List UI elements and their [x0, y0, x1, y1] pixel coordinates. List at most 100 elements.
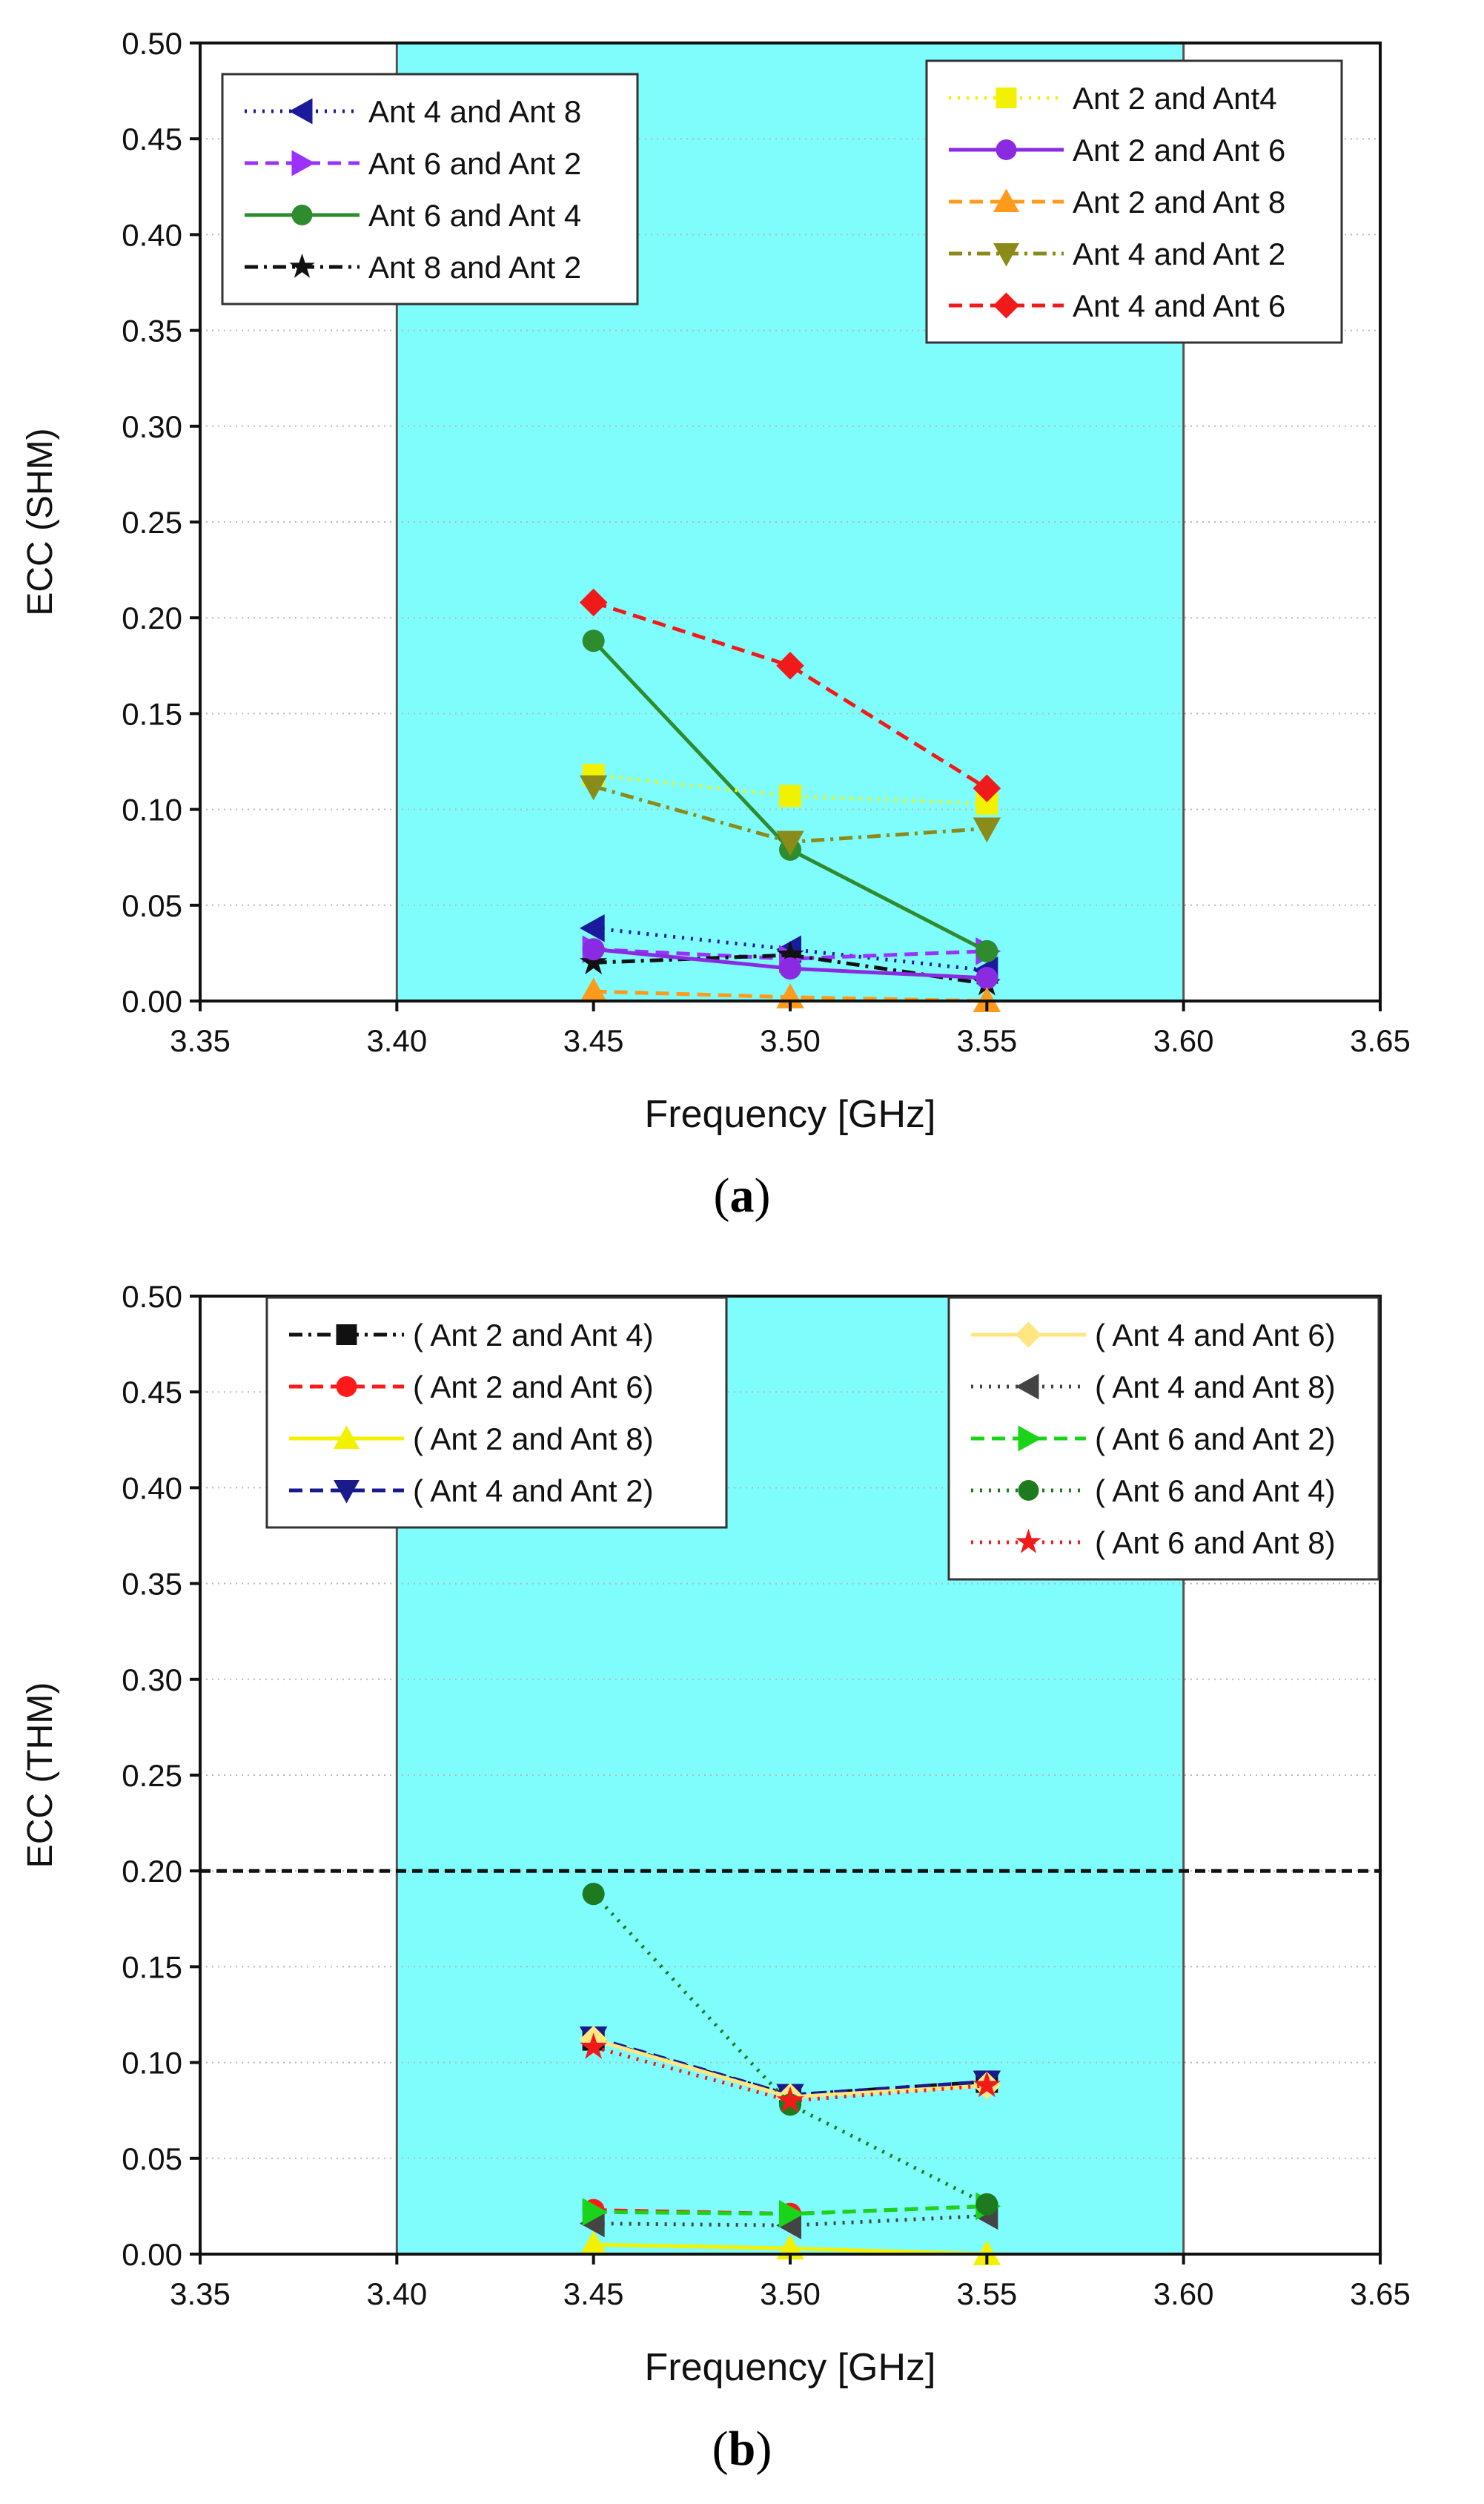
legend-marker-3 — [334, 1480, 360, 1504]
y-tick-label-0: 0.00 — [122, 2237, 182, 2272]
y-tick-label-1: 0.05 — [122, 888, 182, 923]
data-point-2-0 — [582, 630, 605, 653]
x-tick-label-3: 3.50 — [760, 1023, 821, 1058]
y-tick-label-0: 0.00 — [122, 984, 182, 1019]
y-tick-label-8: 0.40 — [122, 217, 182, 252]
data-point-6-0 — [579, 977, 608, 1003]
y-tick-label-2: 0.10 — [122, 793, 182, 827]
x-tick-label-1: 3.40 — [366, 2276, 427, 2311]
legend-marker-7 — [993, 243, 1019, 267]
data-point-8-0 — [579, 588, 608, 617]
data-point-8-2 — [973, 774, 1001, 802]
x-tick-label-3: 3.50 — [760, 2276, 821, 2311]
x-tick-label-6: 3.65 — [1350, 2276, 1411, 2311]
panel-label-a: a — [729, 1169, 755, 1223]
y-tick-label-9: 0.45 — [122, 122, 182, 156]
legend-label-2: Ant 6 and Ant 4 — [368, 198, 581, 233]
ticks: 0.00 0.05 0.10 0.15 0.20 0.25 0.30 0.35 0.40 0.45… — [122, 1279, 1411, 2311]
data-point-0-0 — [579, 914, 605, 942]
legend-marker-7 — [1018, 1480, 1039, 1501]
y-tick-label-4: 0.20 — [122, 1854, 182, 1889]
legend-label-3: Ant 8 and Ant 2 — [368, 250, 581, 285]
data-point-7-0 — [579, 775, 608, 801]
y-tick-label-7: 0.35 — [122, 1567, 182, 1602]
data-point-8-1 — [776, 2086, 804, 2113]
legend-label-2: ( Ant 2 and Ant 8) — [413, 1421, 654, 1456]
data-point-5-0 — [582, 938, 605, 961]
series-8 — [579, 588, 1001, 802]
legend-label-4: Ant 2 and Ant4 — [1073, 81, 1277, 116]
data-point-7-0 — [582, 1883, 605, 1906]
legend-label-4: ( Ant 4 and Ant 6) — [1095, 1318, 1336, 1352]
data-point-6-1 — [779, 2199, 804, 2228]
y-tick-label-2: 0.10 — [122, 2046, 182, 2081]
panel-caption-b: (b) — [712, 2422, 772, 2476]
legend-label-7: ( Ant 6 and Ant 4) — [1095, 1473, 1336, 1508]
legend-marker-8 — [1016, 1528, 1041, 1553]
panel-label-b: b — [728, 2422, 756, 2476]
legend-label-7: Ant 4 and Ant 2 — [1073, 237, 1285, 271]
x-tick-label-4: 3.55 — [956, 2276, 1017, 2311]
y-tick-label-3: 0.15 — [122, 696, 182, 731]
data-point-7-1 — [776, 830, 804, 856]
y-tick-label-10: 0.50 — [122, 26, 182, 61]
legend-label-6: Ant 2 and Ant 8 — [1073, 185, 1285, 219]
legend-label-8: Ant 4 and Ant 6 — [1073, 288, 1285, 323]
data-point-6-0 — [582, 2198, 608, 2226]
data-point-5-1 — [779, 957, 801, 980]
y-tick-label-7: 0.35 — [122, 314, 182, 348]
legend-left: Ant 4 and Ant 8 Ant 6 and Ant 2 Ant 6 and … — [221, 73, 639, 305]
figure-a: 0.00 0.05 0.10 0.15 0.20 0.25 0.30 0.35 0.40 0.45… — [21, 26, 1411, 1223]
x-axis-title: Frequency [GHz] — [644, 2346, 935, 2389]
legend-marker-2 — [291, 205, 313, 225]
legend-marker-5 — [1016, 1373, 1039, 1400]
y-axis-title: ECC (THM) — [21, 1682, 60, 1869]
legend-label-0: ( Ant 2 and Ant 4) — [413, 1318, 654, 1352]
legend-label-5: ( Ant 4 and Ant 8) — [1095, 1370, 1336, 1404]
legend-marker-8 — [993, 292, 1019, 319]
legend-label-5: Ant 2 and Ant 6 — [1073, 133, 1285, 168]
x-axis-title: Frequency [GHz] — [644, 1093, 935, 1136]
legend-marker-5 — [996, 139, 1017, 160]
series-5 — [582, 938, 998, 989]
y-tick-label-10: 0.50 — [122, 1279, 182, 1314]
y-tick-label-6: 0.30 — [122, 409, 182, 444]
data-point-2-0 — [579, 2230, 608, 2256]
legend-right: ( Ant 4 and Ant 6) ( Ant 4 and Ant 8) ( An… — [947, 1296, 1380, 1581]
legend-label-6: ( Ant 6 and Ant 2) — [1095, 1421, 1336, 1456]
y-axis-title: ECC (SHM) — [21, 428, 60, 615]
data-point-4-1 — [779, 784, 801, 807]
data-point-3-0 — [580, 948, 608, 975]
legend-label-8: ( Ant 6 and Ant 8) — [1095, 1525, 1336, 1560]
x-tick-label-5: 3.60 — [1153, 2276, 1214, 2311]
y-tick-label-5: 0.25 — [122, 505, 182, 540]
data-point-5-2 — [975, 966, 998, 989]
y-tick-label-4: 0.20 — [122, 601, 182, 635]
legend-label-0: Ant 4 and Ant 8 — [368, 94, 581, 129]
y-tick-label-3: 0.15 — [122, 1949, 182, 1984]
series-7 — [579, 775, 1001, 856]
legend-marker-0 — [336, 1324, 357, 1345]
y-tick-label-1: 0.05 — [122, 2141, 182, 2176]
legend-label-1: ( Ant 2 and Ant 6) — [413, 1370, 654, 1404]
x-tick-label-2: 3.45 — [563, 2276, 624, 2311]
chart-a: 0.00 0.05 0.10 0.15 0.20 0.25 0.30 0.35 0.40 0.45… — [21, 26, 1411, 1136]
figure-b: 0.00 0.05 0.10 0.15 0.20 0.25 0.30 0.35 0.40 0.45… — [0, 1253, 1484, 2504]
data-point-8-2 — [973, 2071, 1001, 2098]
x-tick-label-5: 3.60 — [1153, 1023, 1214, 1058]
legend-label-1: Ant 6 and Ant 2 — [368, 146, 581, 181]
x-tick-label-0: 3.35 — [170, 2276, 231, 2311]
x-tick-label-2: 3.45 — [563, 1023, 624, 1058]
x-tick-label-0: 3.35 — [170, 1023, 231, 1058]
series-group — [579, 1883, 1001, 2265]
panel-caption-a: (a) — [713, 1169, 771, 1223]
y-tick-label-9: 0.45 — [122, 1375, 182, 1410]
legend-marker-6 — [1018, 1425, 1041, 1452]
legend-marker-4 — [1016, 1321, 1041, 1348]
x-tick-label-1: 3.40 — [366, 1023, 427, 1058]
legend-marker-1 — [336, 1376, 357, 1397]
x-tick-label-6: 3.65 — [1350, 1023, 1411, 1058]
legend-marker-4 — [996, 87, 1017, 108]
y-tick-label-6: 0.30 — [122, 1662, 182, 1697]
legend-marker-6 — [993, 188, 1019, 212]
